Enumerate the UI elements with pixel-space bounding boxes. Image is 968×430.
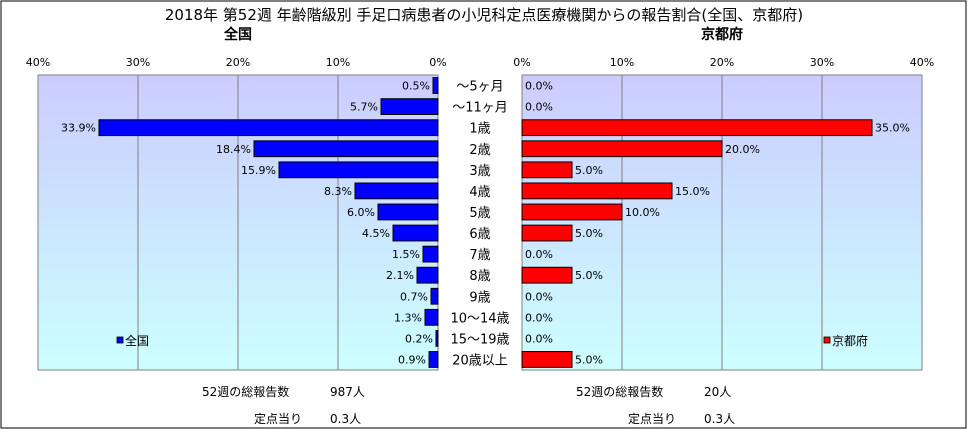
national-bar [278, 161, 439, 179]
national-bar [432, 77, 439, 94]
age-category-label: 1歳 [469, 122, 490, 137]
national-data-label: 0.2% [405, 332, 433, 345]
kyoto-data-label: 0.0% [525, 311, 553, 324]
national-per-label: 定点当り [254, 412, 303, 426]
age-category-label: 4歳 [469, 185, 490, 200]
kyoto-data-label: 35.0% [875, 122, 910, 135]
national-tick-label: 20% [226, 56, 250, 69]
national-data-label: 0.7% [400, 290, 428, 303]
age-category-label: ～5ヶ月 [456, 80, 503, 95]
kyoto-data-label: 5.0% [575, 353, 603, 366]
national-bar [354, 182, 439, 200]
category-labels: ～5ヶ月 ～11ヶ月 1歳 2歳 3歳 4歳 5歳 6歳 7歳 8歳 9歳 10～14歳 15～19歳 2… [450, 80, 509, 369]
age-category-label: 6歳 [469, 227, 490, 242]
national-total-value: 987人 [330, 385, 365, 399]
national-bar [98, 119, 439, 137]
national-legend-swatch [116, 336, 124, 344]
kyoto-total-value: 20人 [704, 385, 732, 399]
kyoto-data-label: 0.0% [525, 101, 553, 114]
national-data-label: 8.3% [324, 185, 352, 198]
kyoto-data-label: 10.0% [625, 206, 660, 219]
kyoto-data-label: 20.0% [725, 143, 760, 156]
national-data-label: 0.5% [402, 80, 430, 93]
national-bar [435, 329, 439, 347]
national-bar [253, 140, 439, 158]
age-category-label: 15～19歳 [450, 332, 509, 347]
kyoto-legend-label: 京都府 [832, 333, 868, 348]
national-bar [422, 245, 439, 263]
age-category-label: 10～14歳 [450, 311, 509, 326]
axis-ticks: 0% 10% 20% 30% 40% 0% 10% 20% 30% 40% [26, 56, 934, 69]
national-bar [424, 308, 439, 326]
kyoto-data-label: 0.0% [525, 332, 553, 345]
kyoto-data-label: 0.0% [525, 80, 553, 93]
kyoto-bar [521, 119, 873, 137]
data-labels: 0.5% 5.7% 33.9% 18.4% 15.9% 8.3% 6.0% 4.5%1.5% 2… [61, 80, 910, 367]
kyoto-bar [521, 161, 573, 179]
national-data-label: 18.4% [216, 143, 251, 156]
national-legend-label: 全国 [125, 333, 149, 348]
age-category-label: 7歳 [469, 248, 490, 263]
kyoto-tick-label: 20% [710, 56, 734, 69]
age-category-label: 2歳 [469, 143, 490, 158]
kyoto-tick-label: 0% [513, 56, 530, 69]
kyoto-tick-label: 10% [610, 56, 634, 69]
national-data-label: 0.9% [398, 353, 426, 366]
kyoto-data-label: 0.0% [525, 290, 553, 303]
national-bar [392, 224, 439, 242]
kyoto-data-label: 5.0% [575, 227, 603, 240]
national-data-label: 2.1% [386, 269, 414, 282]
kyoto-bar [521, 351, 573, 368]
kyoto-data-label: 5.0% [575, 164, 603, 177]
national-tick-label: 0% [429, 56, 446, 69]
kyoto-bar [521, 266, 573, 284]
age-category-label: ～11ヶ月 [452, 101, 508, 116]
national-bar [428, 351, 439, 368]
kyoto-data-label: 15.0% [675, 185, 710, 198]
chart-title: 2018年 第52週 年齢階級別 手足口病患者の小児科定点医療機関からの報告割合… [165, 6, 803, 24]
national-data-label: 1.5% [392, 248, 420, 261]
age-category-label: 5歳 [469, 206, 490, 221]
national-panel-title: 全国 [223, 26, 252, 43]
national-tick-label: 40% [26, 56, 50, 69]
kyoto-total-label: 52週の総報告数 [576, 385, 664, 399]
kyoto-legend: 京都府 [823, 333, 868, 348]
age-category-label: 8歳 [469, 269, 490, 284]
national-tick-label: 10% [326, 56, 350, 69]
national-tick-label: 30% [126, 56, 150, 69]
kyoto-per-label: 定点当り [628, 412, 677, 426]
national-data-label: 4.5% [362, 227, 390, 240]
kyoto-legend-swatch [823, 336, 831, 344]
kyoto-tick-label: 30% [810, 56, 834, 69]
national-per-value: 0.3人 [330, 412, 362, 426]
kyoto-bar [521, 203, 623, 221]
kyoto-bar [521, 182, 673, 200]
national-bar [416, 266, 439, 284]
national-data-label: 5.7% [350, 101, 378, 114]
national-bar [377, 203, 439, 221]
national-bar [430, 287, 439, 305]
national-total-label: 52週の総報告数 [202, 385, 290, 399]
age-category-label: 20歳以上 [452, 353, 508, 368]
national-legend: 全国 [116, 333, 149, 348]
kyoto-bar [521, 140, 723, 158]
national-data-label: 1.3% [394, 311, 422, 324]
kyoto-bar [521, 224, 573, 242]
age-category-label: 3歳 [469, 164, 490, 179]
national-data-label: 33.9% [61, 122, 96, 135]
age-category-label: 9歳 [469, 290, 490, 305]
kyoto-tick-label: 40% [910, 56, 934, 69]
national-data-label: 6.0% [347, 206, 375, 219]
kyoto-per-value: 0.3人 [704, 412, 736, 426]
kyoto-panel-title: 京都府 [701, 26, 743, 43]
national-bar [380, 98, 439, 116]
national-data-label: 15.9% [241, 164, 276, 177]
kyoto-data-label: 0.0% [525, 248, 553, 261]
bars [98, 77, 873, 368]
kyoto-data-label: 5.0% [575, 269, 603, 282]
